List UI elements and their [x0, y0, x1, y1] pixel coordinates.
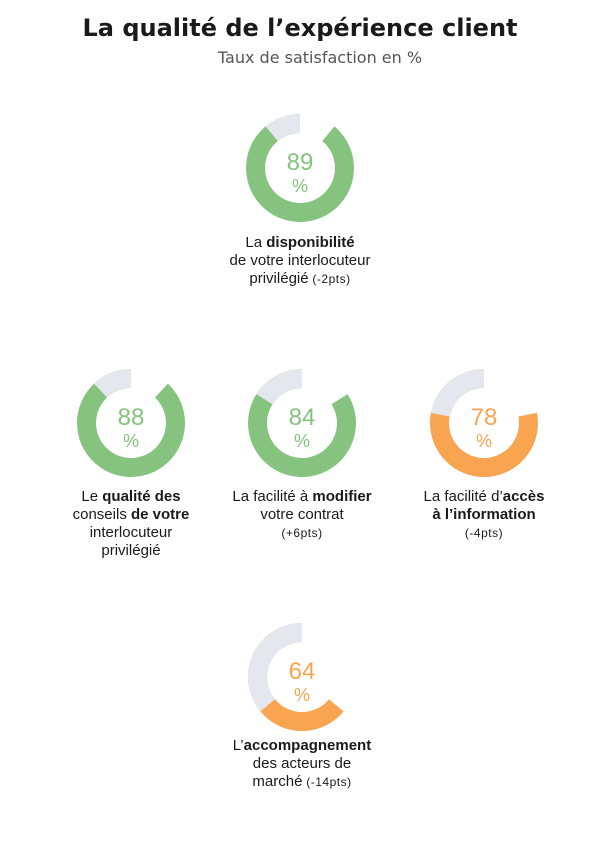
donut-value-label: 78: [471, 404, 498, 431]
caption-line: Le qualité des: [31, 488, 231, 506]
change-label: (+6pts): [281, 526, 323, 540]
caption-text: La: [245, 234, 267, 251]
caption-line: (+6pts): [202, 524, 402, 542]
donut-value-arc: [245, 114, 354, 223]
donut-unit-label: %: [292, 176, 308, 196]
caption-bold-text: accompagnement: [243, 737, 372, 754]
caption-line: La facilité à modifier: [202, 488, 402, 506]
caption-line: La disponibilité: [200, 234, 400, 252]
caption-text: La facilité à: [232, 488, 313, 505]
donut-unit-label: %: [294, 685, 310, 705]
page-title: La qualité de l’expérience client: [82, 14, 518, 42]
donut-1: 89%: [245, 113, 354, 223]
caption-text: privilégié: [101, 542, 161, 559]
donut-2: 88%: [77, 368, 186, 478]
caption-text: conseils: [72, 506, 127, 523]
caption-text: votre contrat: [260, 506, 344, 523]
caption-line: des acteurs de: [202, 755, 402, 773]
donut-caption-1: La disponibilité de votre interlocuteur pr…: [200, 234, 400, 288]
caption-line: conseils de votre: [31, 506, 231, 524]
caption-bold-text: modifier: [312, 488, 372, 505]
caption-line: interlocuteur: [31, 524, 231, 542]
caption-line: marché (-14pts): [202, 773, 402, 791]
donut-unit-label: %: [123, 431, 139, 451]
caption-line: de votre interlocuteur: [200, 252, 400, 270]
donut-value-label: 84: [289, 404, 316, 431]
caption-text: des acteurs de: [252, 755, 352, 772]
donut-caption-4: La facilité d’accès à l’information (-4pts…: [384, 488, 584, 542]
donut-value-label: 88: [118, 404, 145, 431]
caption-text: de votre interlocuteur: [229, 252, 371, 269]
donut-caption-5: L’accompagnement des acteurs de marché (-1…: [202, 737, 402, 791]
donut-remainder-arc: [430, 368, 485, 417]
donut-value-label: 64: [289, 658, 316, 685]
caption-line: votre contrat: [202, 506, 402, 524]
caption-bold-text: accès: [502, 488, 545, 505]
donut-value-arc: [77, 369, 186, 478]
caption-bold-text: qualité des: [102, 488, 181, 505]
caption-text: privilégié: [249, 270, 309, 287]
caption-line: privilégié: [31, 542, 231, 560]
caption-text: L’: [232, 737, 244, 754]
caption-line: à l’information: [384, 506, 584, 524]
donut-remainder-arc: [256, 368, 302, 405]
donut-value-label: 89: [287, 149, 314, 176]
caption-line: privilégié (-2pts): [200, 270, 400, 288]
caption-text: interlocuteur: [89, 524, 173, 541]
caption-bold-text: de votre: [126, 506, 190, 523]
caption-text: marché: [252, 773, 303, 790]
donut-5: 64%: [248, 622, 344, 731]
caption-bold-text: disponibilité: [266, 234, 355, 251]
caption-bold-text: à l’information: [432, 506, 536, 523]
caption-text: La facilité d’: [423, 488, 503, 505]
donut-4: 78%: [430, 368, 539, 478]
caption-line: (-4pts): [384, 524, 584, 542]
change-label: (-4pts): [464, 526, 504, 540]
change-label: (-14pts): [302, 775, 352, 789]
caption-text: Le: [81, 488, 103, 505]
donut-remainder-arc: [265, 113, 301, 142]
change-label: (-2pts): [308, 272, 351, 286]
caption-line: L’accompagnement: [202, 737, 402, 755]
donut-caption-3: La facilité à modifier votre contrat (+6pt…: [202, 488, 402, 542]
donut-caption-2: Le qualité des conseils de votre interlocu…: [31, 488, 231, 560]
donut-remainder-arc: [94, 368, 132, 398]
donut-unit-label: %: [476, 431, 492, 451]
page-subtitle: Taux de satisfaction en %: [217, 48, 423, 67]
donut-3: 84%: [248, 368, 357, 478]
caption-line: La facilité d’accès: [384, 488, 584, 506]
donut-remainder-arc: [248, 622, 303, 712]
donut-unit-label: %: [294, 431, 310, 451]
